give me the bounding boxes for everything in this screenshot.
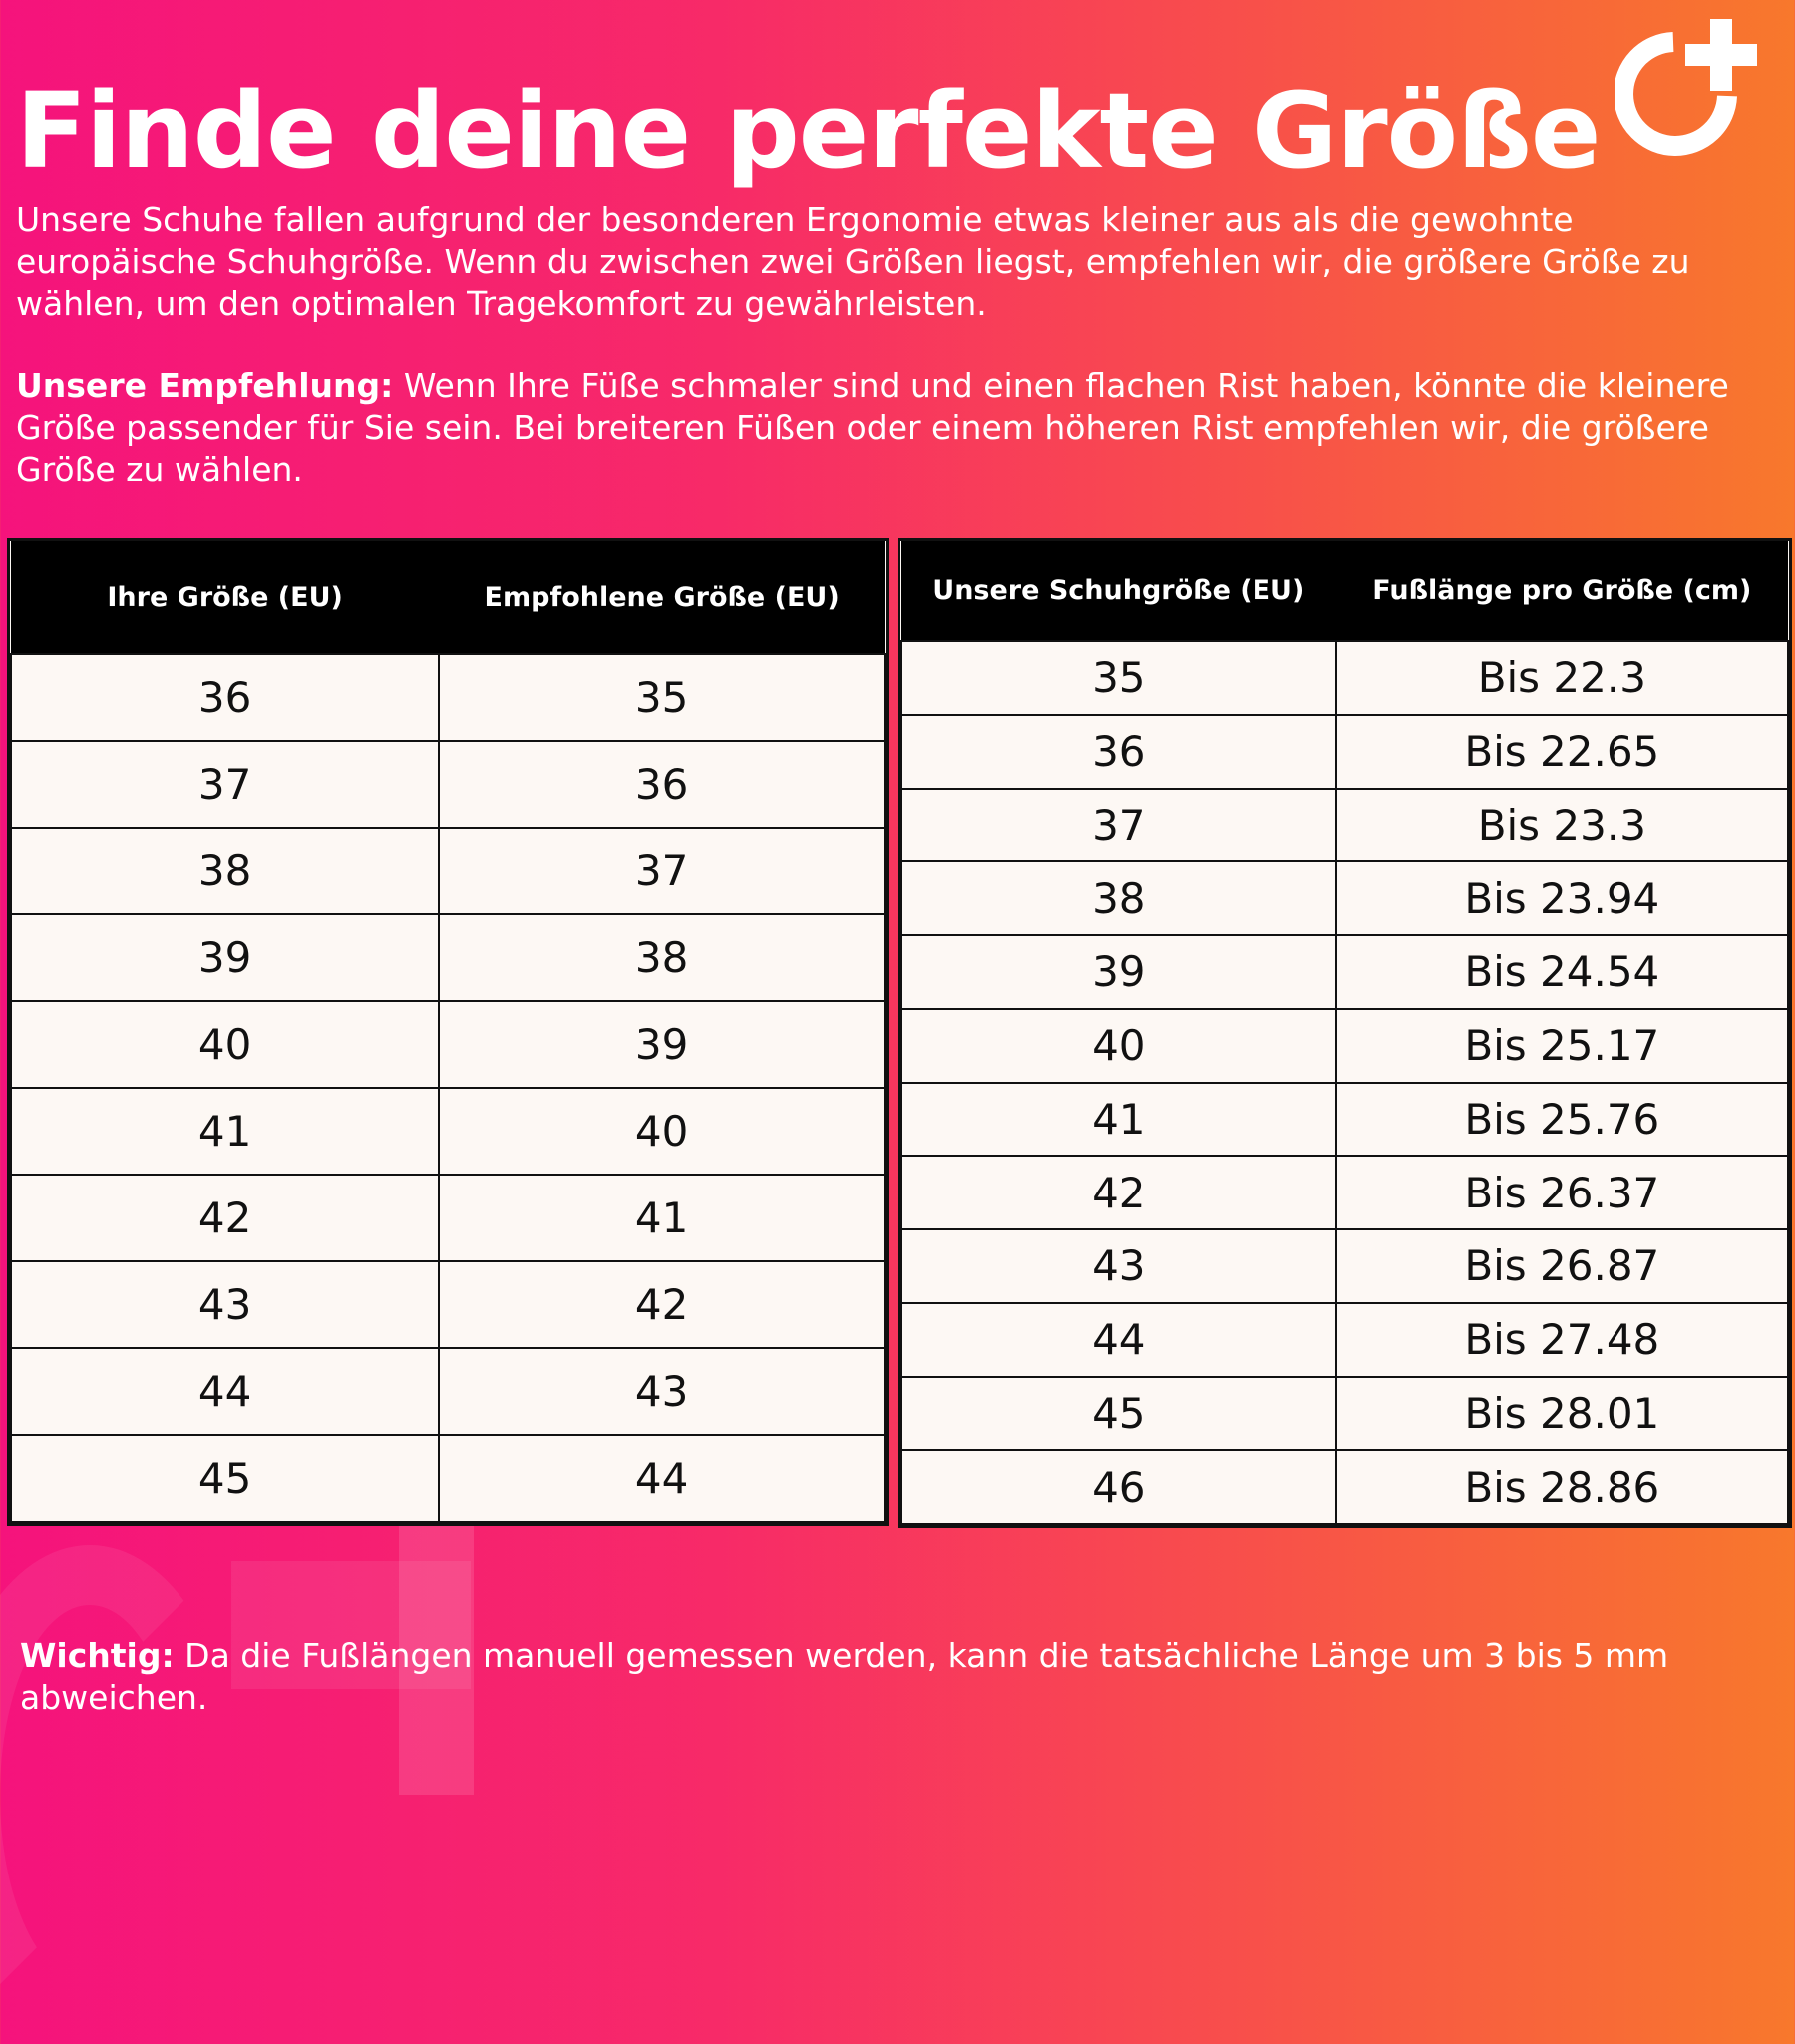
table-cell: 42 [9, 1174, 441, 1262]
table-cell: 38 [9, 827, 441, 915]
table-cell: 41 [9, 1087, 441, 1176]
table-row: 38 Bis 23.94 [900, 860, 1790, 936]
table-cell: 44 [900, 1301, 1337, 1378]
table-cell: 36 [438, 740, 886, 829]
table-cell: 44 [9, 1347, 441, 1436]
foot-length-table: Unsere Schuhgröße (EU) Fußlänge pro Größe… [898, 538, 1792, 1528]
table-cell: 41 [438, 1174, 886, 1262]
table-cell: Bis 26.87 [1334, 1228, 1790, 1304]
table-cell: 40 [900, 1007, 1337, 1084]
table-row: 41 40 [9, 1087, 886, 1176]
table-cell: Bis 22.3 [1334, 640, 1790, 716]
table-row: 36 35 [9, 653, 886, 742]
table-cell: 43 [438, 1347, 886, 1436]
recommendation-text: Unsere Empfehlung: Wenn Ihre Füße schmal… [16, 365, 1781, 491]
table-cell: 46 [900, 1449, 1337, 1525]
watermark-plus-horizontal [231, 1561, 471, 1689]
table-cell: Bis 23.3 [1334, 787, 1790, 863]
table-row: 44 43 [9, 1347, 886, 1436]
table-row: 42 Bis 26.37 [900, 1155, 1790, 1230]
table-cell: Bis 27.48 [1334, 1301, 1790, 1378]
table-cell: Bis 28.01 [1334, 1375, 1790, 1452]
table-row: 39 38 [9, 913, 886, 1002]
table-row: 36 Bis 22.65 [900, 713, 1790, 790]
table-cell: 36 [900, 713, 1337, 790]
table-row: 43 42 [9, 1260, 886, 1349]
table-row: 44 Bis 27.48 [900, 1301, 1790, 1378]
column-header: Empfohlene Größe (EU) [439, 541, 885, 654]
table-row: 39 Bis 24.54 [900, 934, 1790, 1010]
table-cell: Bis 22.65 [1334, 713, 1790, 790]
table-cell: 43 [9, 1260, 441, 1349]
table-cell: Bis 26.37 [1334, 1155, 1790, 1230]
table-row: 41 Bis 25.76 [900, 1081, 1790, 1158]
table-row: 35 Bis 22.3 [900, 640, 1790, 716]
table-cell: 40 [9, 1000, 441, 1089]
table-cell: 45 [9, 1434, 441, 1523]
size-conversion-table: Ihre Größe (EU) Empfohlene Größe (EU) 36 35… [7, 538, 889, 1526]
recommendation-body: Wenn Ihre Füße schmaler sind und einen f… [16, 366, 1729, 489]
table-row: 40 39 [9, 1000, 886, 1089]
table-row: 46 Bis 28.86 [900, 1449, 1790, 1525]
table-cell: 39 [900, 934, 1337, 1010]
table-cell: Bis 23.94 [1334, 860, 1790, 936]
table-cell: 35 [438, 653, 886, 742]
watermark-plus-vertical [399, 1526, 474, 1795]
table-cell: 39 [9, 913, 441, 1002]
table-cell: Bis 25.17 [1334, 1007, 1790, 1084]
table-row: 42 41 [9, 1174, 886, 1262]
important-note: Wichtig: Da die Fußlängen manuell gemess… [20, 1635, 1785, 1719]
table-cell: 38 [900, 860, 1337, 936]
table-cell: 42 [900, 1155, 1337, 1230]
table-cell: 37 [9, 740, 441, 829]
table-row: 37 36 [9, 740, 886, 829]
table-cell: Bis 25.76 [1334, 1081, 1790, 1158]
note-body: Da die Fußlängen manuell gemessen werden… [20, 1636, 1669, 1717]
table-cell: 35 [900, 640, 1337, 716]
recommendation-label: Unsere Empfehlung: [16, 366, 394, 405]
table-cell: Bis 28.86 [1334, 1449, 1790, 1525]
watermark-ring [0, 1545, 239, 2044]
table-cell: 37 [438, 827, 886, 915]
circle-plus-logo-icon [1616, 19, 1757, 156]
table-cell: 39 [438, 1000, 886, 1089]
table-row: 38 37 [9, 827, 886, 915]
note-label: Wichtig: [20, 1636, 175, 1675]
table-row: 45 Bis 28.01 [900, 1375, 1790, 1452]
table-cell: 36 [9, 653, 441, 742]
table-cell: 37 [900, 787, 1337, 863]
page-title: Finde deine perfekte Größe [16, 70, 1601, 191]
column-header: Unsere Schuhgröße (EU) [901, 541, 1336, 641]
table-cell: 38 [438, 913, 886, 1002]
table-cell: 41 [900, 1081, 1337, 1158]
table-cell: Bis 24.54 [1334, 934, 1790, 1010]
table-row: 43 Bis 26.87 [900, 1228, 1790, 1304]
table-row: 37 Bis 23.3 [900, 787, 1790, 863]
table-cell: 42 [438, 1260, 886, 1349]
table-cell: 43 [900, 1228, 1337, 1304]
column-header: Fußlänge pro Größe (cm) [1335, 541, 1788, 641]
table-cell: 40 [438, 1087, 886, 1176]
table-row: 45 44 [9, 1434, 886, 1523]
column-header: Ihre Größe (EU) [11, 541, 440, 654]
table-cell: 45 [900, 1375, 1337, 1452]
table-cell: 44 [438, 1434, 886, 1523]
intro-text: Unsere Schuhe fallen aufgrund der besond… [16, 200, 1690, 323]
table-row: 40 Bis 25.17 [900, 1007, 1790, 1084]
